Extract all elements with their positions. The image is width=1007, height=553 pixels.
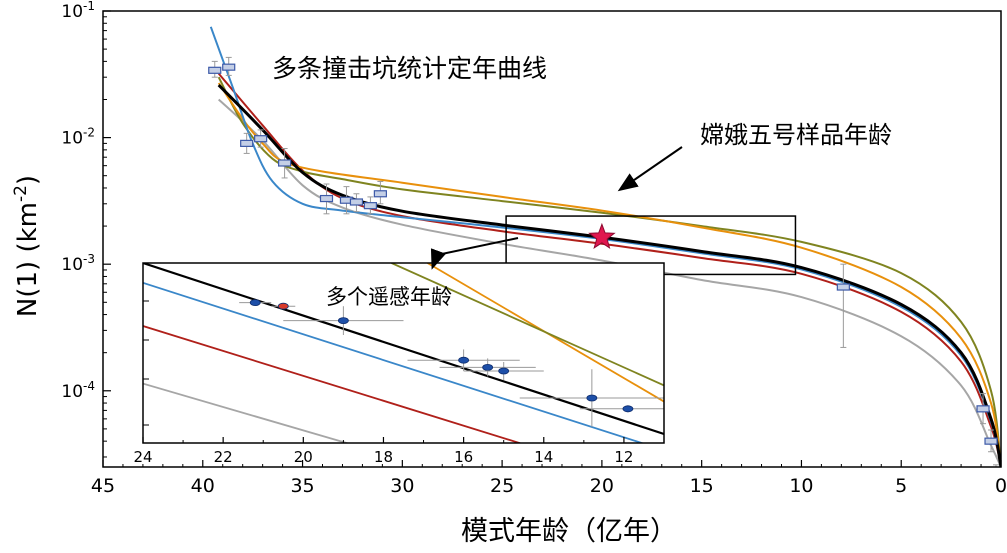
main-x-tick-label: 5 bbox=[895, 475, 907, 497]
inset-series-line-black bbox=[143, 263, 664, 436]
main-x-tick-label: 30 bbox=[390, 475, 414, 497]
inset-data-point bbox=[277, 302, 289, 310]
main-data-point bbox=[349, 198, 364, 206]
main-data-point bbox=[240, 139, 254, 147]
inset-series-line-olive bbox=[391, 263, 664, 387]
main-x-tick-label: 40 bbox=[191, 475, 215, 497]
main-y-tick-label: 10-2 bbox=[61, 126, 95, 149]
inset-arrow bbox=[430, 237, 519, 270]
main-x-tick-label: 35 bbox=[290, 475, 314, 497]
main-data-point bbox=[277, 159, 292, 167]
main-y-tick-label: 10-1 bbox=[61, 0, 95, 22]
remote-sensing-annotation: 多个遥感年龄 bbox=[326, 285, 452, 309]
curves-annotation: 多条撞击坑统计定年曲线 bbox=[272, 54, 547, 83]
main-data-points bbox=[208, 56, 1000, 467]
sample-age-arrow bbox=[617, 146, 683, 192]
main-x-tick-label: 20 bbox=[590, 475, 614, 497]
inset-series-group bbox=[143, 263, 664, 443]
inset-data-point bbox=[482, 363, 494, 371]
inset-data-point bbox=[622, 405, 634, 413]
main-y-tick-label: 10-3 bbox=[61, 252, 95, 275]
y-axis-title: N(1) (km-2) bbox=[11, 175, 43, 317]
main-x-tick-label: 10 bbox=[789, 475, 813, 497]
inset-series-line-blue bbox=[143, 281, 645, 443]
main-plot-frame bbox=[102, 10, 1002, 468]
main-data-point bbox=[984, 437, 998, 445]
inset-x-tick-label: 16 bbox=[454, 448, 473, 466]
main-y-tick-label: 10-4 bbox=[61, 379, 95, 402]
inset-x-tick-label: 24 bbox=[133, 448, 152, 466]
inset-x-tick-label: 18 bbox=[374, 448, 393, 466]
inset-data-point bbox=[458, 356, 470, 364]
inset-data-points bbox=[239, 299, 664, 427]
inset-data-point bbox=[586, 394, 598, 402]
inset-x-ticks: 24 22 20 18 16 14 12 bbox=[133, 437, 633, 466]
sample-age-star bbox=[588, 222, 616, 249]
main-data-point bbox=[319, 194, 334, 203]
inset-plot: 24 22 20 18 16 14 12 bbox=[133, 262, 665, 466]
main-data-point bbox=[254, 135, 268, 143]
inset-series-line-red bbox=[143, 325, 523, 443]
main-y-ticks: 10-1 10-2 10-3 10-4 bbox=[61, 0, 111, 458]
inset-x-tick-label: 14 bbox=[534, 448, 553, 466]
main-data-point bbox=[836, 283, 850, 291]
main-x-tick-label: 25 bbox=[490, 475, 514, 497]
x-axis-title: 模式年龄（亿年） bbox=[461, 516, 677, 547]
main-data-point bbox=[976, 405, 990, 413]
main-data-point bbox=[222, 63, 236, 71]
series-line-blue bbox=[209, 26, 1001, 467]
main-data-point bbox=[363, 202, 378, 210]
main-x-tick-label: 15 bbox=[690, 475, 714, 497]
series-line-black bbox=[217, 84, 1001, 467]
inset-data-point bbox=[337, 317, 349, 325]
inset-data-point bbox=[249, 299, 261, 307]
main-data-point bbox=[373, 190, 387, 198]
main-x-ticks: 45 40 35 30 25 20 15 10 5 0 bbox=[91, 460, 1007, 497]
main-plot: 45 40 35 30 25 20 15 10 5 0 10-1 10-2 10-3 10-4 bbox=[61, 0, 1007, 497]
main-data-point bbox=[208, 66, 222, 74]
inset-x-tick-label: 12 bbox=[614, 448, 633, 466]
inset-x-tick-label: 22 bbox=[214, 448, 233, 466]
inset-plot-frame bbox=[142, 262, 665, 444]
series-line-orange bbox=[217, 82, 1001, 467]
sample-age-annotation: 嫦娥五号样品年龄 bbox=[700, 121, 892, 149]
main-x-tick-label: 45 bbox=[91, 475, 115, 497]
inset-data-point bbox=[498, 367, 510, 375]
inset-x-tick-label: 20 bbox=[294, 448, 313, 466]
main-x-tick-label: 0 bbox=[995, 475, 1007, 497]
